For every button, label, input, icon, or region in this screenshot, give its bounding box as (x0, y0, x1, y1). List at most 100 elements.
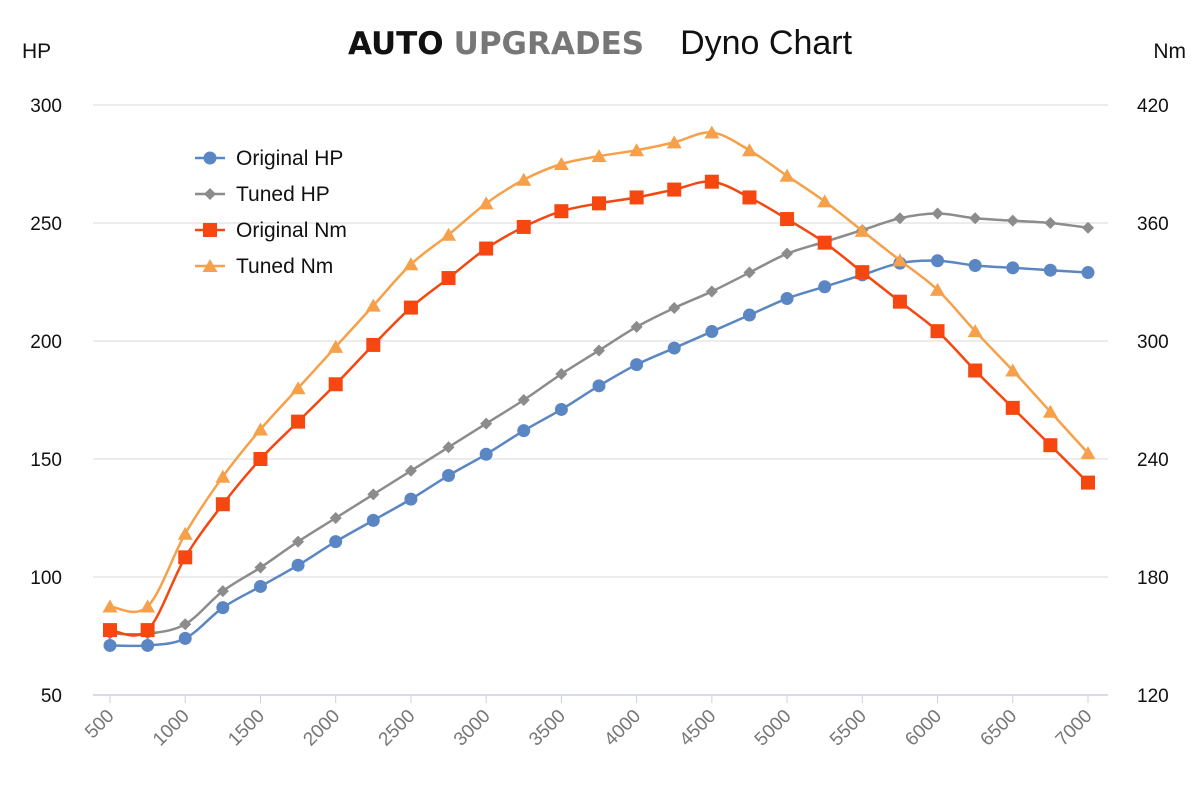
x-tick: 4000 (600, 706, 645, 751)
legend-item-original-nm: Original Nm (195, 219, 347, 242)
data-point-tuned-hp (1044, 217, 1057, 229)
data-point-tuned-hp (480, 417, 493, 430)
legend: Original HP Tuned HP Original Nm Tuned Nm (195, 147, 347, 278)
data-point-tuned-nm (666, 135, 682, 149)
y-left-tick-label: 300 (30, 96, 62, 117)
y-left-ticks: 50 100 150 200 250 300 (30, 96, 62, 707)
series-group (102, 125, 1096, 652)
brand-logo-auto: AUTO (347, 26, 444, 62)
data-point-original-nm (592, 196, 606, 211)
data-point-original-nm (441, 271, 456, 286)
x-tick-label: 5500 (826, 706, 871, 751)
data-point-tuned-nm (629, 143, 645, 157)
data-point-tuned-nm (478, 196, 494, 210)
x-tick-label: 5000 (751, 706, 796, 751)
y-right-tick-label: 180 (1137, 568, 1169, 589)
data-point-original-nm (968, 363, 983, 378)
series-original-nm (103, 174, 1095, 638)
y-left-tick-label: 150 (30, 450, 62, 471)
data-point-original-nm (780, 212, 795, 227)
data-point-tuned-hp (179, 618, 192, 631)
data-point-original-nm (892, 294, 907, 309)
data-point-tuned-hp (593, 344, 605, 357)
data-point-tuned-nm (1005, 363, 1021, 377)
data-point-tuned-nm (365, 298, 381, 312)
data-point-tuned-hp (555, 368, 568, 381)
y-left-axis-label: HP (22, 40, 52, 63)
series-original-hp (103, 254, 1095, 652)
data-point-original-nm (817, 235, 832, 250)
data-point-tuned-nm (591, 149, 607, 163)
data-point-tuned-nm (553, 157, 569, 170)
data-point-original-hp (479, 447, 493, 461)
data-point-tuned-nm (817, 194, 833, 208)
data-point-original-nm (253, 452, 268, 466)
data-point-original-hp (404, 492, 418, 506)
x-tick: 2000 (299, 706, 344, 751)
data-point-original-hp (931, 254, 945, 268)
x-tick-label: 4000 (600, 706, 645, 751)
data-point-tuned-hp (931, 207, 944, 220)
data-point-tuned-nm (215, 469, 231, 483)
y-left-tick-label: 100 (30, 568, 62, 589)
x-tick-label: 7000 (1052, 706, 1097, 751)
data-point-tuned-nm (892, 253, 908, 267)
data-point-original-nm (855, 265, 870, 280)
x-tick: 6500 (977, 706, 1022, 751)
data-point-tuned-hp (1006, 214, 1019, 227)
legend-label: Original Nm (236, 219, 347, 242)
y-right-tick-label: 240 (1137, 450, 1169, 471)
y-right-tick-label: 420 (1137, 96, 1169, 117)
data-point-tuned-nm (403, 257, 419, 271)
data-point-tuned-hp (969, 212, 982, 225)
series-tuned-nm (102, 125, 1096, 614)
x-tick-label: 500 (81, 706, 118, 743)
data-point-tuned-nm (516, 172, 532, 186)
series-tuned-hp (104, 207, 1094, 640)
data-point-original-hp (968, 258, 982, 272)
x-tick-label: 6500 (977, 706, 1022, 751)
data-point-tuned-nm (252, 422, 268, 436)
data-point-original-hp (442, 469, 456, 483)
data-point-original-nm (930, 324, 945, 339)
data-point-original-hp (818, 280, 832, 294)
data-point-original-nm (1043, 438, 1058, 453)
x-tick: 5500 (826, 706, 871, 751)
x-tick: 2500 (375, 706, 420, 751)
data-point-original-nm (742, 190, 757, 205)
data-point-original-hp (291, 558, 305, 572)
data-point-tuned-nm (1080, 446, 1096, 460)
x-tick-label: 4500 (676, 706, 721, 751)
x-tick: 5000 (751, 706, 796, 751)
chart-title-text: Dyno Chart (680, 24, 853, 62)
x-tick: 500 (81, 706, 118, 743)
data-point-tuned-nm (102, 599, 118, 613)
data-point-tuned-nm (177, 526, 193, 540)
data-point-tuned-hp (216, 585, 229, 598)
data-point-tuned-hp (705, 285, 718, 298)
x-tick-label: 1000 (149, 706, 194, 751)
brand-logo-upgrades: UPGRADES (453, 26, 645, 62)
x-tick: 3500 (525, 706, 570, 751)
data-point-original-hp (216, 601, 230, 615)
x-tick-label: 6000 (901, 706, 946, 751)
y-right-tick-label: 300 (1137, 332, 1169, 353)
data-point-original-nm (479, 241, 494, 256)
x-tick: 6000 (901, 706, 946, 751)
legend-marker-original-nm (203, 223, 217, 237)
y-left-tick-label: 50 (41, 686, 62, 707)
data-point-original-hp (1006, 261, 1020, 275)
x-tick-label: 1500 (224, 706, 269, 751)
legend-label: Tuned Nm (236, 255, 333, 278)
data-point-tuned-hp (254, 561, 267, 574)
data-point-tuned-nm (1042, 404, 1058, 418)
data-point-original-nm (1081, 475, 1095, 490)
legend-item-tuned-nm: Tuned Nm (195, 255, 333, 278)
data-point-tuned-hp (517, 394, 530, 406)
data-point-original-nm (291, 414, 306, 429)
data-point-tuned-hp (781, 247, 794, 260)
y-right-ticks: 120 180 240 300 360 420 (1137, 96, 1169, 707)
data-point-tuned-hp (329, 512, 342, 524)
data-point-original-nm (516, 219, 531, 234)
